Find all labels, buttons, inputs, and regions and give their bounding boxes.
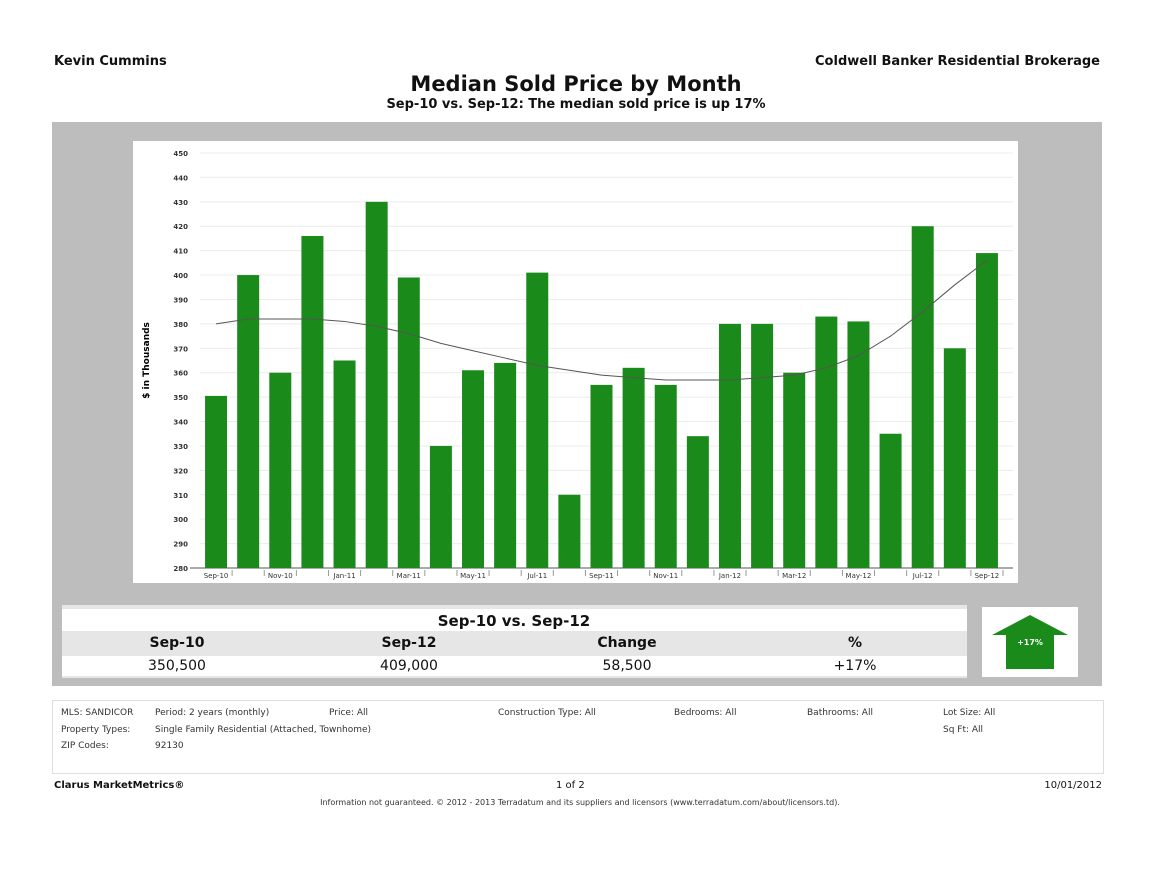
x-tick-label: Mar-12	[782, 572, 806, 580]
page-number: 1 of 2	[556, 780, 585, 791]
bar-chart: 280 290 300 310 320 330 340 350 360 370 380 390 400 4…	[142, 150, 1013, 580]
search-criteria: MLS: SANDICOR Period: 2 years (monthly) …	[52, 700, 1104, 774]
y-tick-label: 340	[173, 419, 188, 427]
x-tick-label: Sep-11	[589, 572, 614, 580]
bar	[205, 395, 228, 568]
y-tick-label: 450	[173, 150, 188, 158]
criteria-bedrooms: Bedrooms: All	[674, 708, 737, 718]
x-tick-label: Jul-11	[526, 572, 547, 580]
bar	[943, 348, 966, 568]
plot-area: 280 290 300 310 320 330 340 350 360 370 380 390 400 4…	[133, 141, 1018, 583]
x-tick-label: May-11	[460, 572, 486, 580]
y-tick-label: 430	[173, 199, 188, 207]
y-tick-label: 280	[173, 565, 188, 573]
y-tick-label: 410	[173, 248, 188, 256]
value-start: 350,500	[148, 658, 206, 674]
x-tick-label: Nov-10	[268, 572, 293, 580]
bar	[365, 201, 388, 568]
bar	[847, 321, 870, 568]
header-percent: %	[847, 635, 863, 651]
bar	[815, 316, 838, 568]
disclaimer: Information not guaranteed. © 2012 - 201…	[320, 798, 840, 807]
bar	[654, 384, 677, 568]
y-tick-label: 290	[173, 541, 188, 549]
y-tick-label: 390	[173, 296, 188, 304]
criteria-ptype-label: Property Types:	[61, 725, 131, 735]
y-tick-label: 320	[173, 467, 188, 475]
brokerage-name: Coldwell Banker Residential Brokerage	[815, 54, 1100, 69]
y-tick-label: 310	[173, 492, 188, 500]
header-start: Sep-10	[149, 635, 205, 651]
bar	[301, 236, 324, 568]
header-end: Sep-12	[381, 635, 437, 651]
x-tick-label: Jan-12	[718, 572, 741, 580]
y-tick-label: 380	[173, 321, 188, 329]
x-tick-label: Jan-11	[332, 572, 355, 580]
bar	[462, 370, 485, 568]
bar	[269, 372, 292, 568]
criteria-price: Price: All	[329, 708, 369, 718]
y-tick-label: 370	[173, 345, 188, 353]
criteria-mls: MLS: SANDICOR	[61, 708, 134, 718]
bar	[783, 372, 806, 568]
criteria-zip-label: ZIP Codes:	[61, 741, 109, 751]
y-tick-label: 300	[173, 516, 188, 524]
bar	[558, 494, 581, 568]
criteria-period: Period: 2 years (monthly)	[155, 708, 270, 718]
value-end: 409,000	[380, 658, 438, 674]
bar	[397, 277, 420, 568]
header-change: Change	[597, 635, 657, 651]
x-tick-label: Jul-12	[912, 572, 933, 580]
y-tick-label: 350	[173, 394, 188, 402]
x-tick-label: Nov-11	[653, 572, 678, 580]
y-tick-label: 400	[173, 272, 188, 280]
x-tick-label: Sep-12	[975, 572, 1000, 580]
y-tick-label: 440	[173, 174, 188, 182]
bar	[429, 445, 452, 568]
bar	[622, 367, 645, 568]
y-tick-label: 330	[173, 443, 188, 451]
bar	[751, 323, 774, 568]
criteria-bathrooms: Bathrooms: All	[807, 708, 873, 718]
trend-arrow-box: +17%	[982, 607, 1078, 677]
criteria-sqft: Sq Ft: All	[943, 725, 984, 735]
bar	[590, 384, 613, 568]
chart-subtitle: Sep-10 vs. Sep-12: The median sold price…	[386, 97, 766, 112]
up-arrow-icon: +17%	[992, 615, 1068, 669]
bar	[686, 436, 709, 568]
agent-name: Kevin Cummins	[54, 54, 167, 69]
bar	[237, 275, 260, 568]
trend-line	[215, 260, 988, 381]
bar	[718, 323, 741, 568]
y-tick-label: 420	[173, 223, 188, 231]
value-change: 58,500	[602, 658, 652, 674]
bar	[526, 272, 549, 568]
criteria-zip: 92130	[155, 741, 184, 751]
report-date: 10/01/2012	[1044, 780, 1102, 791]
criteria-ptype: Single Family Residential (Attached, Tow…	[155, 725, 372, 735]
bar	[494, 362, 517, 568]
x-tick-label: May-12	[846, 572, 872, 580]
arrow-label: +17%	[1017, 638, 1043, 647]
bar	[975, 253, 998, 568]
bar	[333, 360, 356, 568]
criteria-construction: Construction Type: All	[498, 708, 596, 718]
bar	[911, 226, 934, 568]
criteria-lot-size: Lot Size: All	[943, 708, 996, 718]
value-percent: +17%	[833, 658, 877, 674]
y-axis-label: $ in Thousands	[142, 322, 152, 399]
summary-table: Sep-10 vs. Sep-12 Sep-10 Sep-12 Change %…	[62, 605, 967, 678]
y-tick-label: 360	[173, 370, 188, 378]
bar	[879, 433, 902, 568]
footer-brand: Clarus MarketMetrics®	[54, 780, 185, 791]
chart-title: Median Sold Price by Month	[410, 72, 742, 96]
x-tick-label: Sep-10	[204, 572, 229, 580]
x-tick-label: Mar-11	[397, 572, 421, 580]
summary-title: Sep-10 vs. Sep-12	[437, 612, 591, 630]
